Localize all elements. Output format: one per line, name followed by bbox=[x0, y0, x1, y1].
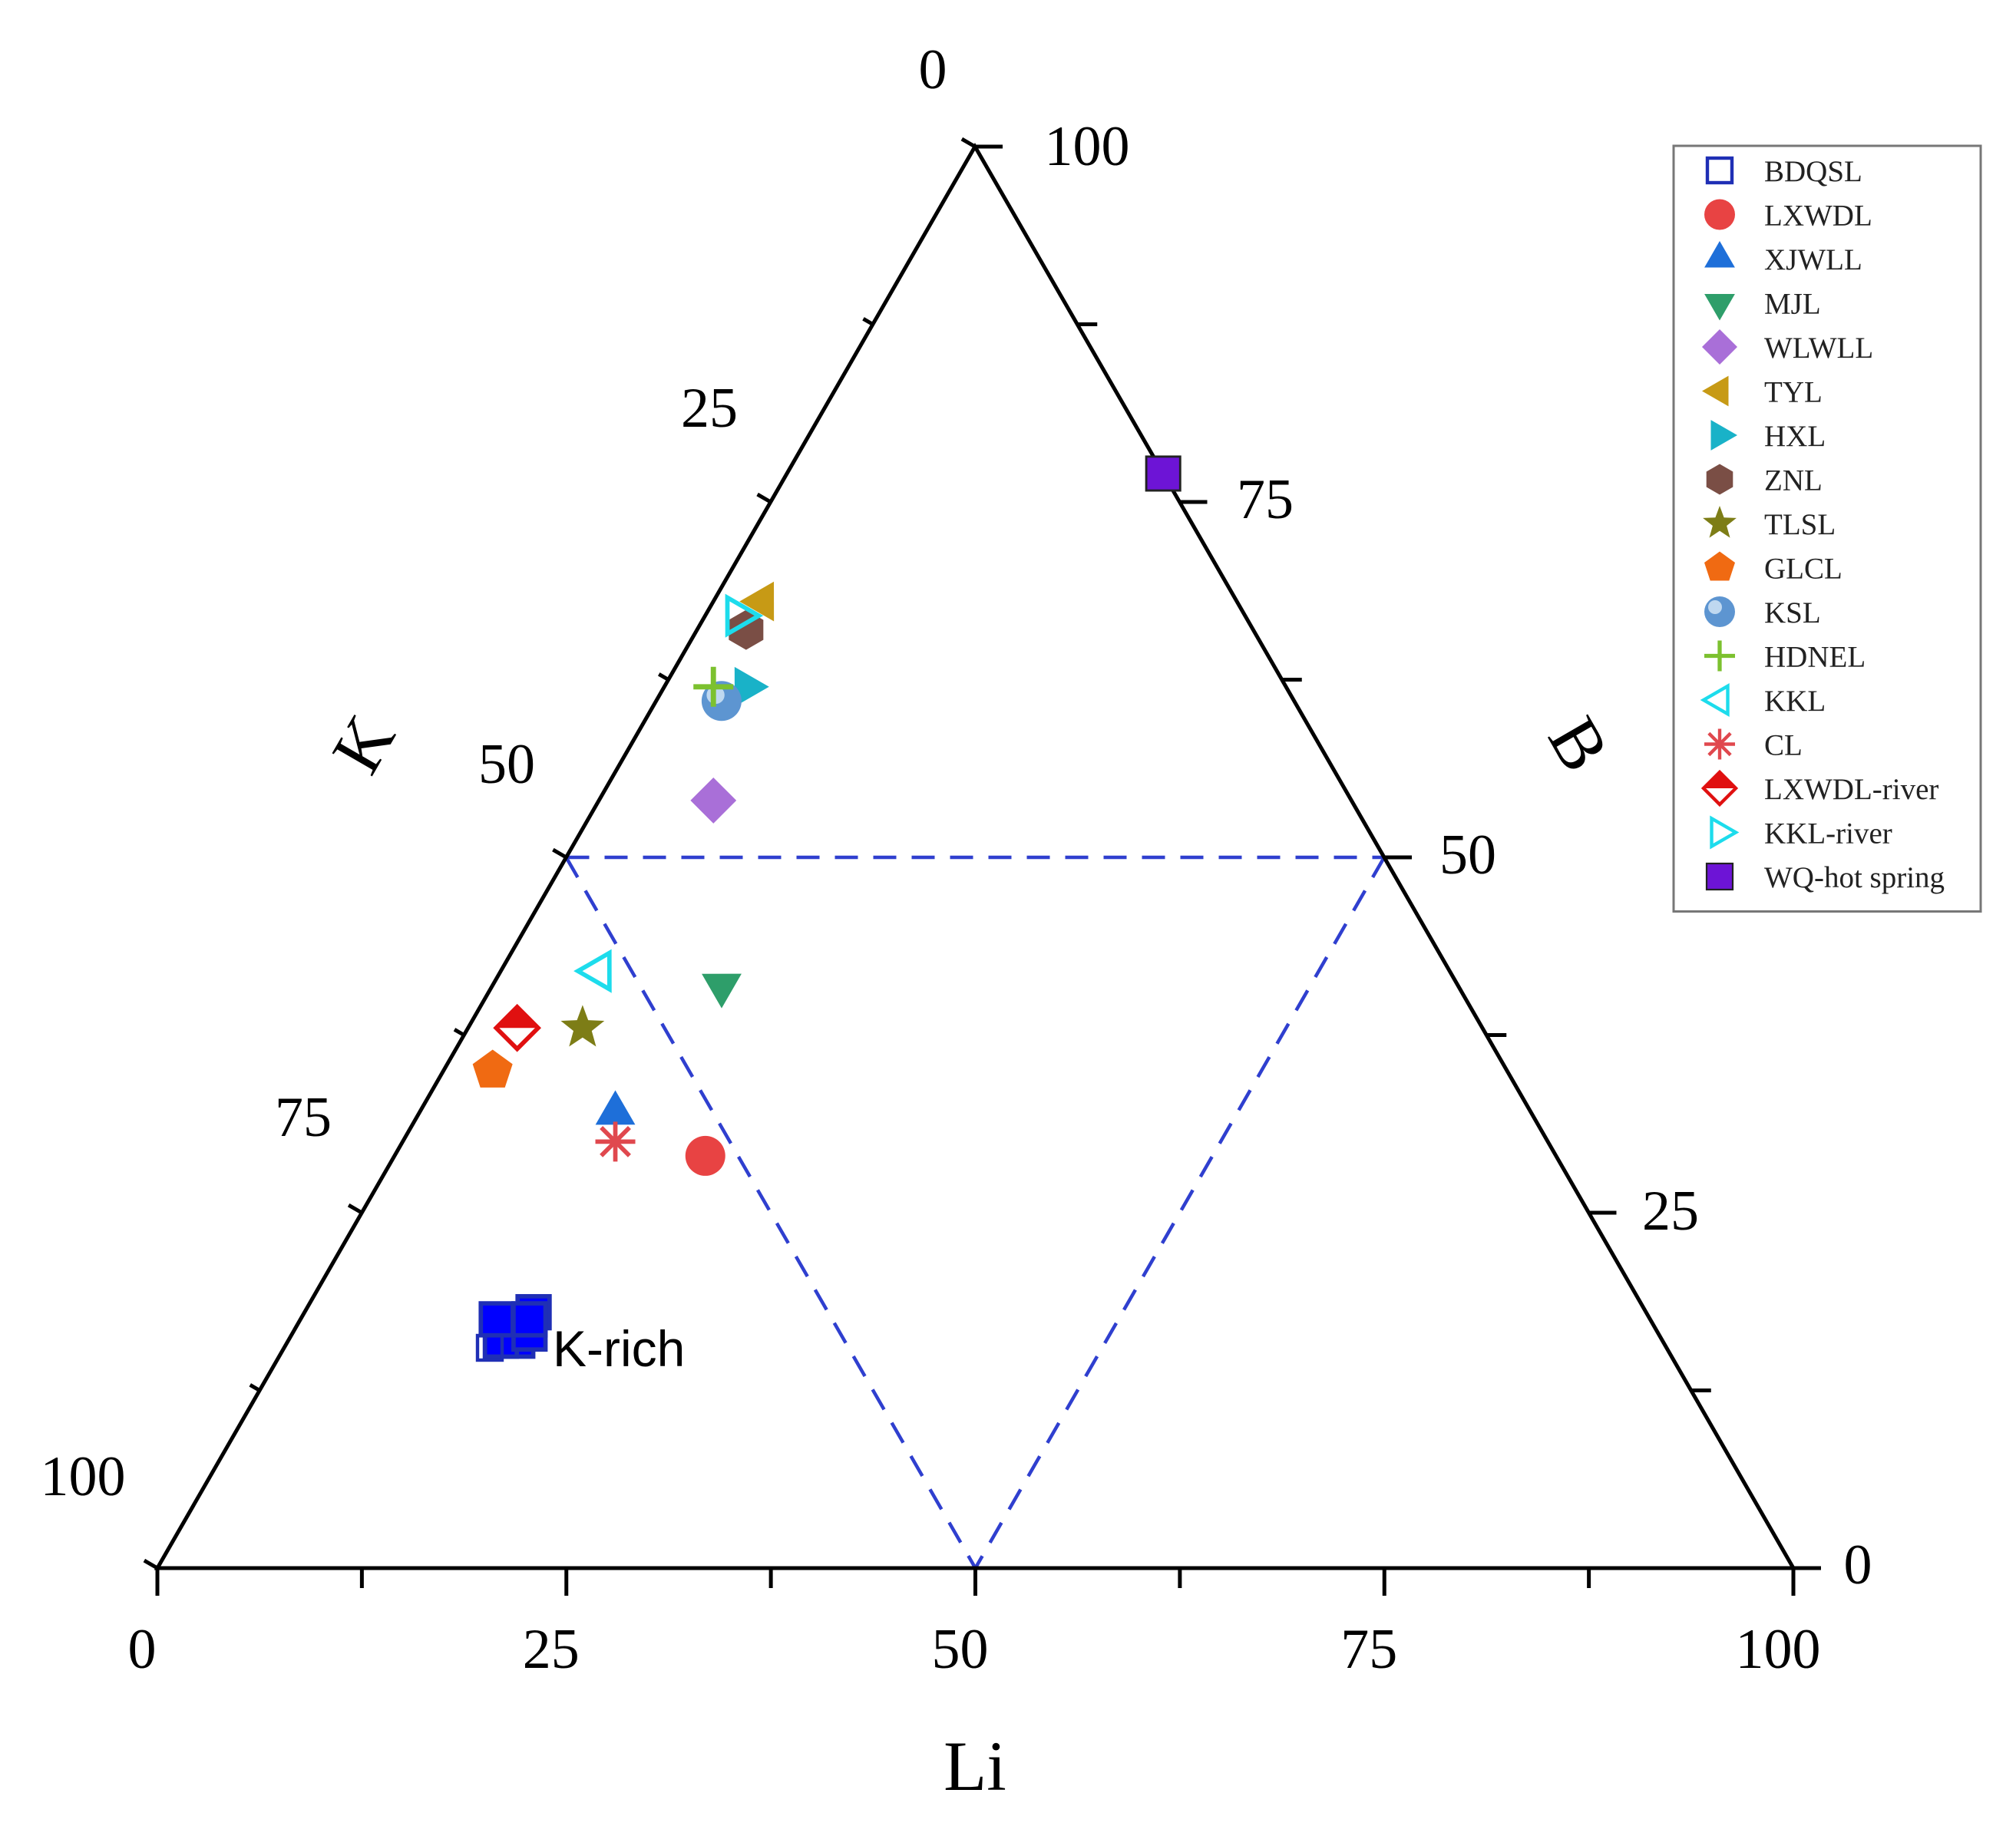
left-tick bbox=[249, 1383, 261, 1392]
guide-line bbox=[564, 856, 977, 1570]
point-lxwdl bbox=[685, 1135, 725, 1176]
legend: BDQSL LXWDL XJWLL MJL WLWLL TYL HXL ZNL TLSL GLCL… bbox=[1672, 144, 1982, 913]
k-axis-label: K bbox=[316, 702, 410, 786]
point-glcl bbox=[472, 1049, 513, 1088]
legend-label: WQ-hot spring bbox=[1764, 861, 1945, 894]
li-tick-label: 75 bbox=[1340, 1618, 1397, 1681]
point-tyl bbox=[739, 581, 775, 622]
legend-marker-tyl bbox=[1702, 375, 1729, 407]
left-tick bbox=[347, 1203, 363, 1215]
legend-marker-xjwll bbox=[1704, 241, 1735, 268]
legend-label: KSL bbox=[1764, 596, 1821, 629]
point-cl bbox=[595, 1121, 636, 1162]
b-tick-label: 50 bbox=[1439, 824, 1496, 887]
left-tick bbox=[960, 137, 977, 149]
point-wlwll bbox=[690, 778, 737, 824]
tick-marks bbox=[143, 137, 1821, 1596]
legend-label: XJWLL bbox=[1764, 243, 1862, 276]
legend-label: GLCL bbox=[1764, 553, 1842, 586]
b-axis-label: B bbox=[1533, 704, 1624, 784]
legend-label: ZNL bbox=[1764, 464, 1823, 497]
b-tick-label: 0 bbox=[1844, 1534, 1872, 1597]
li-tick-label: 25 bbox=[523, 1618, 580, 1681]
point-lxwdl-river bbox=[493, 1003, 541, 1052]
point-xjwll bbox=[595, 1090, 636, 1125]
apex-hundred-label: 100 bbox=[1045, 115, 1130, 178]
legend-marker-ksl bbox=[1704, 596, 1735, 627]
legend-marker-wq-hot-spring bbox=[1705, 862, 1734, 891]
legend-marker-mjl bbox=[1704, 294, 1735, 321]
k-tick-label: 25 bbox=[681, 377, 738, 440]
left-tick bbox=[657, 672, 669, 682]
legend-label: MJL bbox=[1764, 288, 1821, 321]
data-points bbox=[472, 455, 1182, 1359]
k-tick-label: 50 bbox=[478, 733, 535, 796]
legend-label: LXWDL bbox=[1764, 200, 1872, 233]
legend-label: LXWDL-river bbox=[1764, 773, 1938, 806]
left-tick bbox=[552, 847, 567, 860]
legend-label: KKL-river bbox=[1764, 817, 1892, 850]
legend-label: TYL bbox=[1764, 376, 1823, 409]
legend-label: WLWLL bbox=[1764, 332, 1873, 365]
li-tick-label: 0 bbox=[128, 1618, 157, 1681]
legend-marker-glcl bbox=[1704, 551, 1735, 581]
legend-marker-cl bbox=[1704, 728, 1735, 760]
triangle-outline bbox=[154, 142, 1797, 1570]
legend-marker-hdnel bbox=[1704, 640, 1735, 672]
legend-label: HDNEL bbox=[1764, 641, 1866, 674]
point-wq-hot-spring bbox=[1145, 455, 1182, 492]
point-bdqsl bbox=[478, 1301, 515, 1338]
legend-label: BDQSL bbox=[1764, 155, 1862, 188]
point-hxl bbox=[734, 666, 769, 707]
triangle-frame bbox=[154, 142, 1797, 1570]
legend-marker-lxwdl bbox=[1704, 199, 1735, 230]
legend-marker-wlwll bbox=[1702, 329, 1737, 365]
left-tick bbox=[143, 1558, 159, 1570]
b-tick-label: 75 bbox=[1237, 468, 1294, 531]
point-kkl bbox=[573, 949, 612, 993]
left-tick bbox=[756, 492, 772, 504]
legend-marker-znl bbox=[1706, 464, 1733, 495]
b-tick-label: 25 bbox=[1642, 1180, 1699, 1243]
legend-label: CL bbox=[1764, 729, 1803, 762]
legend-marker-kkl-river bbox=[1710, 815, 1740, 850]
legend-marker-kkl bbox=[1700, 682, 1730, 718]
legend-marker-hxl bbox=[1710, 420, 1737, 451]
legend-marker-lxwdl-river bbox=[1700, 769, 1739, 807]
k-rich-marker bbox=[475, 1333, 504, 1362]
li-axis-label: Li bbox=[944, 1727, 1006, 1805]
legend-marker-tlsl bbox=[1703, 506, 1737, 538]
left-tick bbox=[862, 317, 874, 326]
tick-labels: 0 25 50 75 100 25 50 75 100 75 50 25 0 0 100 bbox=[41, 38, 1872, 1681]
k-rich-annotation: K-rich bbox=[475, 1320, 685, 1377]
li-tick-label: 50 bbox=[932, 1618, 989, 1681]
point-hdnel bbox=[693, 666, 734, 707]
guide-line bbox=[973, 856, 1386, 1570]
point-bdqsl bbox=[511, 1301, 548, 1338]
legend-label: HXL bbox=[1764, 420, 1826, 453]
legend-marker-bdqsl bbox=[1705, 156, 1734, 185]
li-tick-label: 100 bbox=[1736, 1618, 1821, 1681]
point-mjl bbox=[702, 973, 742, 1009]
k-rich-label: K-rich bbox=[553, 1320, 685, 1377]
apex-zero-label: 0 bbox=[919, 38, 947, 101]
legend-label: KKL bbox=[1764, 685, 1826, 718]
legend-label: TLSL bbox=[1764, 508, 1836, 541]
guide-lines bbox=[564, 855, 1386, 1570]
left-tick bbox=[453, 1028, 465, 1037]
k-tick-label: 75 bbox=[275, 1086, 332, 1149]
k-tick-label: 100 bbox=[41, 1445, 126, 1508]
point-kkl-river bbox=[725, 593, 764, 638]
point-tlsl bbox=[560, 1005, 605, 1047]
